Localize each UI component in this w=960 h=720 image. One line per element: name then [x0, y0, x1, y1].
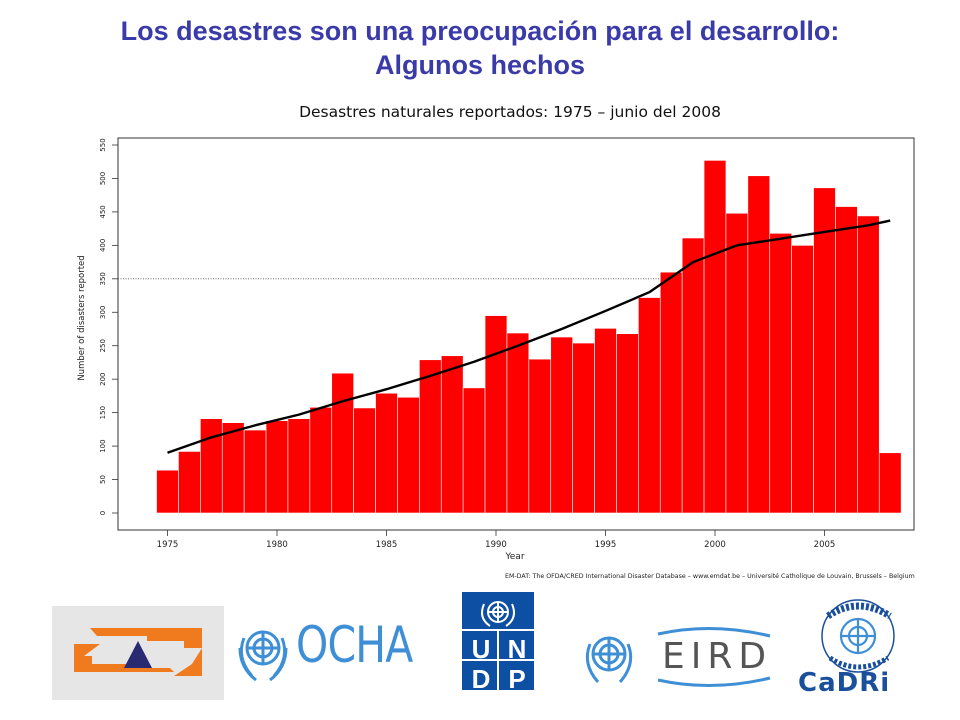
x-tick-label-1995: 1995 — [595, 540, 617, 550]
disaster-agency-logo — [52, 606, 224, 700]
bar-1988 — [440, 355, 464, 514]
plot-frame — [117, 137, 915, 531]
bar-1976 — [178, 451, 201, 514]
bar-2000 — [703, 160, 727, 514]
bar-2008 — [878, 452, 902, 514]
x-tick-label-1985: 1985 — [376, 540, 398, 550]
arrow-top-shape — [90, 628, 202, 648]
un-emblem-icon — [238, 630, 288, 682]
disasters-bar-chart: 0 50 100 150 200 250 300 350 400 450 500 550 Number … — [77, 137, 915, 562]
undp-letter-u: U — [471, 634, 491, 664]
bar-1975 — [156, 469, 179, 514]
bar-1993 — [550, 336, 573, 514]
bar-1991 — [506, 332, 530, 514]
bar-1999 — [681, 237, 705, 514]
y-tick-label-500: 500 — [99, 172, 107, 185]
bar-2003 — [769, 233, 792, 514]
y-tick-label-250: 250 — [99, 339, 107, 352]
cadri-logo-text: CaDRi — [798, 668, 891, 698]
source-note: EM-DAT: The OFDA/CRED International Disa… — [505, 573, 915, 580]
y-tick-label-300: 300 — [99, 306, 107, 319]
y-tick-label-0: 0 — [99, 511, 107, 515]
chart-subtitle: Desastres naturales reportados: 1975 – j… — [299, 103, 721, 121]
un-emblem-icon-eird — [585, 636, 633, 683]
trend-line — [167, 219, 891, 454]
bar-1984 — [353, 407, 376, 514]
y-tick-label-550: 550 — [99, 138, 107, 151]
bar-2001 — [725, 212, 749, 514]
eird-swoosh-icon — [657, 626, 771, 688]
triangle-icon — [124, 641, 152, 668]
y-tick-label-150: 150 — [99, 406, 107, 419]
ocha-logo-text: OCHA — [296, 616, 413, 674]
undp-logo — [462, 592, 534, 690]
title-line-1: Los desastres son una preocupación para … — [120, 16, 840, 46]
bar-1992 — [528, 358, 552, 514]
y-axis-label: Number of disasters reported — [77, 255, 87, 380]
y-tick-label-100: 100 — [99, 439, 107, 452]
bar-1985 — [375, 392, 398, 514]
bar-2004 — [791, 245, 814, 514]
undp-letter-n: N — [507, 634, 527, 664]
x-tick-label-1980: 1980 — [266, 540, 288, 550]
y-tick-label-200: 200 — [99, 372, 107, 385]
bar-1986 — [397, 396, 420, 514]
x-tick-label-2000: 2000 — [704, 540, 726, 550]
y-tick-label-400: 400 — [99, 239, 107, 252]
x-tick-label-1990: 1990 — [485, 540, 507, 550]
bar-1997 — [638, 297, 661, 514]
bar-1979 — [243, 429, 267, 514]
undp-letter-d: D — [471, 664, 491, 694]
bar-1981 — [287, 418, 311, 514]
bar-1990 — [484, 315, 508, 514]
page-title: Los desastres son una preocupación para … — [0, 14, 960, 82]
bar-2005 — [813, 187, 836, 514]
eird-logo-text: EIRD — [662, 636, 773, 677]
y-tick-label-50: 50 — [99, 475, 107, 484]
bar-1977 — [200, 418, 223, 514]
bar-2006 — [835, 206, 858, 514]
bar-1996 — [616, 333, 639, 514]
y-tick-label-350: 350 — [99, 272, 107, 285]
bar-2002 — [747, 175, 771, 514]
cadri-emblem-icon — [821, 599, 895, 673]
undp-letter-p: P — [508, 664, 526, 694]
bar-1989 — [462, 387, 486, 514]
x-tick-label-1975: 1975 — [157, 540, 179, 550]
bar-1978 — [221, 422, 245, 514]
x-axis-label: Year — [504, 552, 524, 562]
bar-1995 — [594, 328, 617, 514]
title-line-2: Algunos hechos — [374, 50, 585, 80]
bar-1994 — [572, 342, 595, 514]
bar-1982 — [309, 406, 333, 514]
bar-2007 — [857, 215, 880, 514]
bar-1998 — [659, 271, 683, 514]
bar-1980 — [265, 420, 289, 514]
y-tick-label-450: 450 — [99, 205, 107, 218]
bar-1987 — [419, 359, 442, 514]
x-tick-label-2005: 2005 — [814, 540, 836, 550]
bar-1983 — [331, 372, 354, 514]
